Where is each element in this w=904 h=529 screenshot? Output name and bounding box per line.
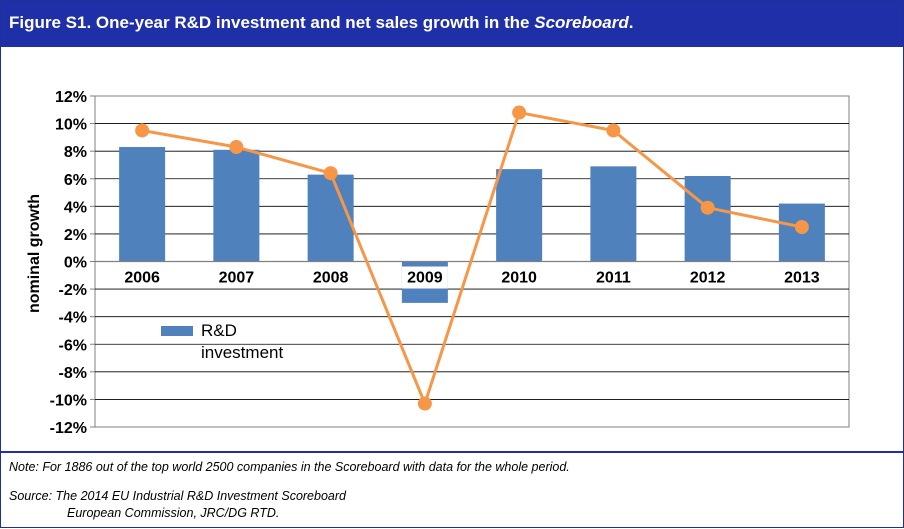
y-tick-label: 6% <box>64 172 87 189</box>
sales-point-2006 <box>135 123 150 138</box>
category-label-bg <box>213 266 260 289</box>
y-tick-label: 2% <box>64 227 87 244</box>
y-tick-label: -12% <box>50 420 87 437</box>
y-tick-label: -8% <box>59 365 87 382</box>
category-label-2011: 2011 <box>596 270 631 287</box>
legend-label-line1: R&D <box>201 321 237 340</box>
category-label-2009: 2009 <box>407 270 443 287</box>
bar-2010 <box>496 169 543 262</box>
sales-growth-line <box>141 111 803 406</box>
sales-point-2011 <box>606 123 621 138</box>
y-tick-label: -4% <box>59 310 87 327</box>
y-tick-label: 8% <box>64 144 87 161</box>
legend-label-line2: investment <box>201 343 283 362</box>
y-axis-title: nominal growth <box>26 194 43 313</box>
sales-point-2012 <box>700 200 715 215</box>
title-prefix: Figure S1. One-year R&D investment and n… <box>9 13 535 32</box>
sales-point-2010 <box>512 105 527 120</box>
source-text-cont: European Commission, JRC/DG RTD. <box>67 506 280 520</box>
bar-2008 <box>307 174 354 262</box>
y-tick-label: -10% <box>50 392 87 409</box>
chart-svg: 12% 10% 8% 6% 4% 2% 0% -2% -4% -6% -8% -10% -12% nomi… <box>26 89 850 437</box>
title-suffix: . <box>628 13 634 32</box>
y-tick-label: -6% <box>59 337 87 354</box>
category-label-2007: 2007 <box>219 270 255 287</box>
sales-point-2009 <box>417 396 432 411</box>
chart-area: 12% 10% 8% 6% 4% 2% 0% -2% -4% -6% -8% -10% -12% nomi… <box>1 47 903 449</box>
category-label-bg <box>119 266 166 289</box>
bar-2011 <box>590 166 637 262</box>
title-emphasis: Scoreboard <box>534 13 629 32</box>
y-tick-label: 10% <box>55 117 87 134</box>
sales-point-2008 <box>323 166 338 181</box>
bar-2007 <box>213 149 260 262</box>
title-bar: Figure S1. One-year R&D investment and n… <box>1 1 903 47</box>
y-tick-label: 12% <box>55 89 87 106</box>
category-label-bg <box>590 266 637 289</box>
category-label-2013: 2013 <box>784 270 820 287</box>
figure-title: Figure S1. One-year R&D investment and n… <box>9 13 633 33</box>
category-label-bg <box>307 266 354 289</box>
y-tick-label: 4% <box>64 199 87 216</box>
category-label-2006: 2006 <box>124 270 160 287</box>
notes-panel: Note: For 1886 out of the top world 2500… <box>1 451 903 529</box>
note-text: Note: For 1886 out of the top world 2500… <box>9 460 570 474</box>
sales-point-2013 <box>794 220 809 235</box>
legend-swatch <box>161 326 193 336</box>
source-text: Source: The 2014 EU Industrial R&D Inves… <box>9 489 346 503</box>
category-label-bg <box>684 266 731 289</box>
sales-point-2007 <box>229 140 244 155</box>
bar-2006 <box>119 147 166 262</box>
category-label-2008: 2008 <box>313 270 349 287</box>
category-label-bg <box>401 266 448 289</box>
category-label-2010: 2010 <box>501 270 537 287</box>
category-label-bg <box>496 266 543 289</box>
y-tick-label: 0% <box>64 255 87 272</box>
category-label-bg <box>778 266 825 289</box>
bar-2012 <box>684 175 731 262</box>
y-tick-label: -2% <box>59 282 87 299</box>
category-label-2012: 2012 <box>690 270 726 287</box>
